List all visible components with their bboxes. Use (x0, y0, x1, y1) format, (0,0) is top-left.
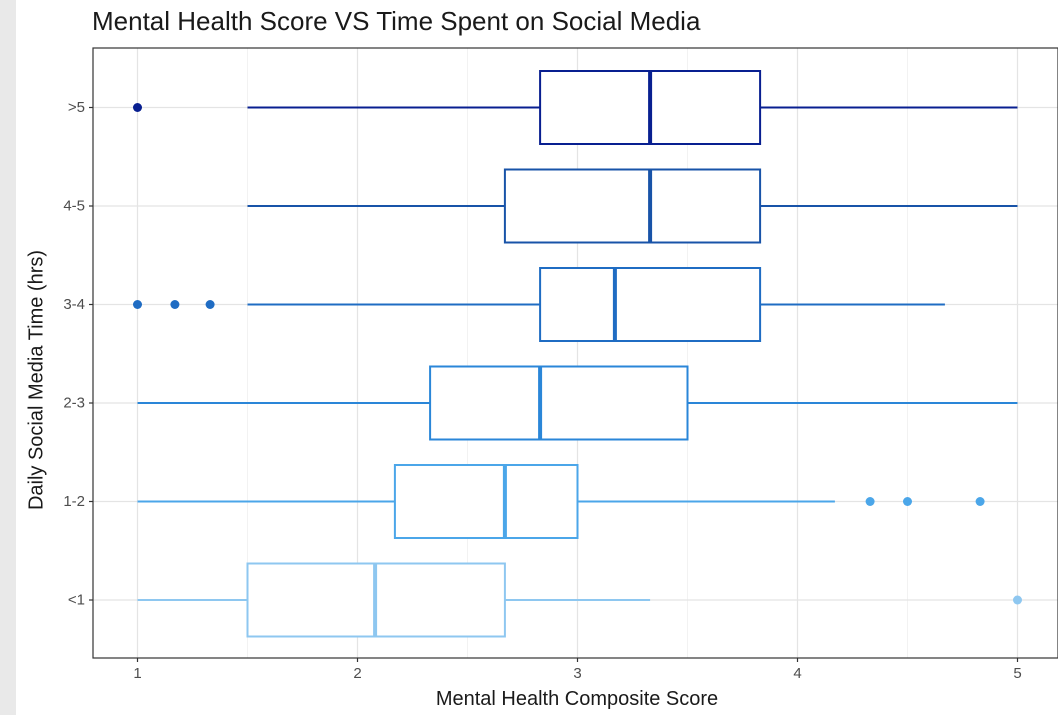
x-tick-label: 5 (1013, 665, 1021, 682)
outlier-point (133, 300, 142, 309)
y-tick-label: 4-5 (63, 198, 85, 215)
y-tick-label: 1-2 (63, 493, 85, 510)
x-tick-label: 2 (353, 665, 361, 682)
y-tick-label: 2-3 (63, 395, 85, 412)
x-tick-label: 1 (133, 665, 141, 682)
plot-panel (93, 48, 1058, 658)
y-axis-label: Daily Social Media Time (hrs) (25, 249, 48, 511)
box-iqr (539, 267, 762, 342)
outlier-point (865, 497, 875, 506)
y-tick-label: >5 (68, 99, 85, 116)
box-iqr (503, 168, 762, 244)
chart-title: Mental Health Score VS Time Spent on Soc… (92, 6, 701, 36)
outlier-point (903, 497, 912, 506)
x-axis-label: Mental Health Composite Score (435, 688, 719, 710)
left-margin-strip (0, 0, 16, 715)
plot-panel-border (92, 47, 1058, 659)
outlier-point (1013, 595, 1022, 605)
outlier-point (170, 300, 180, 309)
outlier-point (205, 300, 215, 309)
outlier-point (133, 103, 142, 112)
y-tick-label: <1 (68, 592, 85, 609)
x-tick-label: 3 (573, 665, 581, 682)
box-iqr (393, 464, 579, 539)
outlier-point (975, 497, 985, 506)
y-tick-label: 3-4 (63, 296, 85, 313)
box-iqr (429, 365, 689, 441)
x-tick-label: 4 (793, 665, 801, 682)
